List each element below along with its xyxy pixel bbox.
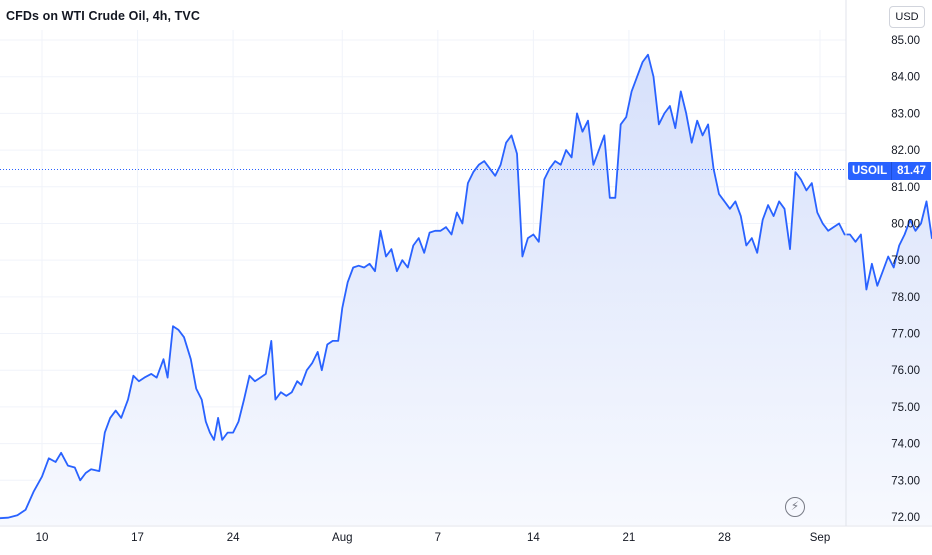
x-tick-label: Aug — [332, 532, 352, 544]
chart-title: CFDs on WTI Crude Oil, 4h, TVC — [6, 9, 200, 23]
x-tick-label: Sep — [810, 532, 830, 544]
y-tick-label: 79.00 — [891, 255, 920, 267]
x-tick-label: 10 — [36, 532, 49, 544]
last-price-badge: USOIL 81.47 — [848, 162, 932, 180]
x-tick-label: 28 — [718, 532, 731, 544]
x-tick-label: 21 — [623, 532, 636, 544]
y-tick-label: 82.00 — [891, 145, 920, 157]
y-tick-label: 72.00 — [891, 512, 920, 524]
x-tick-label: 24 — [227, 532, 240, 544]
y-tick-label: 85.00 — [891, 35, 920, 47]
lightning-icon[interactable]: ⚡ — [785, 497, 805, 517]
y-tick-label: 84.00 — [891, 72, 920, 84]
y-tick-label: 83.00 — [891, 108, 920, 120]
y-tick-label: 80.00 — [891, 218, 920, 230]
y-tick-label: 75.00 — [891, 402, 920, 414]
x-tick-label: 14 — [527, 532, 540, 544]
price-line — [0, 53, 932, 520]
y-tick-label: 78.00 — [891, 292, 920, 304]
price-badge-symbol: USOIL — [848, 162, 892, 180]
y-tick-label: 81.00 — [891, 182, 920, 194]
currency-selector[interactable]: USD — [889, 6, 925, 28]
price-badge-value: 81.47 — [891, 162, 931, 180]
area-fill — [0, 54, 932, 525]
x-tick-label: 7 — [435, 532, 441, 544]
y-tick-label: 73.00 — [891, 475, 920, 487]
area-layer — [0, 53, 932, 525]
y-tick-label: 76.00 — [891, 365, 920, 377]
y-axis[interactable]: 72.00 73.00 74.00 75.00 76.00 77.00 78.00 79.00… — [845, 0, 920, 526]
y-tick-label: 74.00 — [891, 439, 920, 451]
y-tick-label: 77.00 — [891, 329, 920, 341]
x-tick-label: 17 — [131, 532, 144, 544]
x-axis[interactable]: 10 17 24 Aug 7 14 21 28 Sep — [0, 525, 932, 544]
